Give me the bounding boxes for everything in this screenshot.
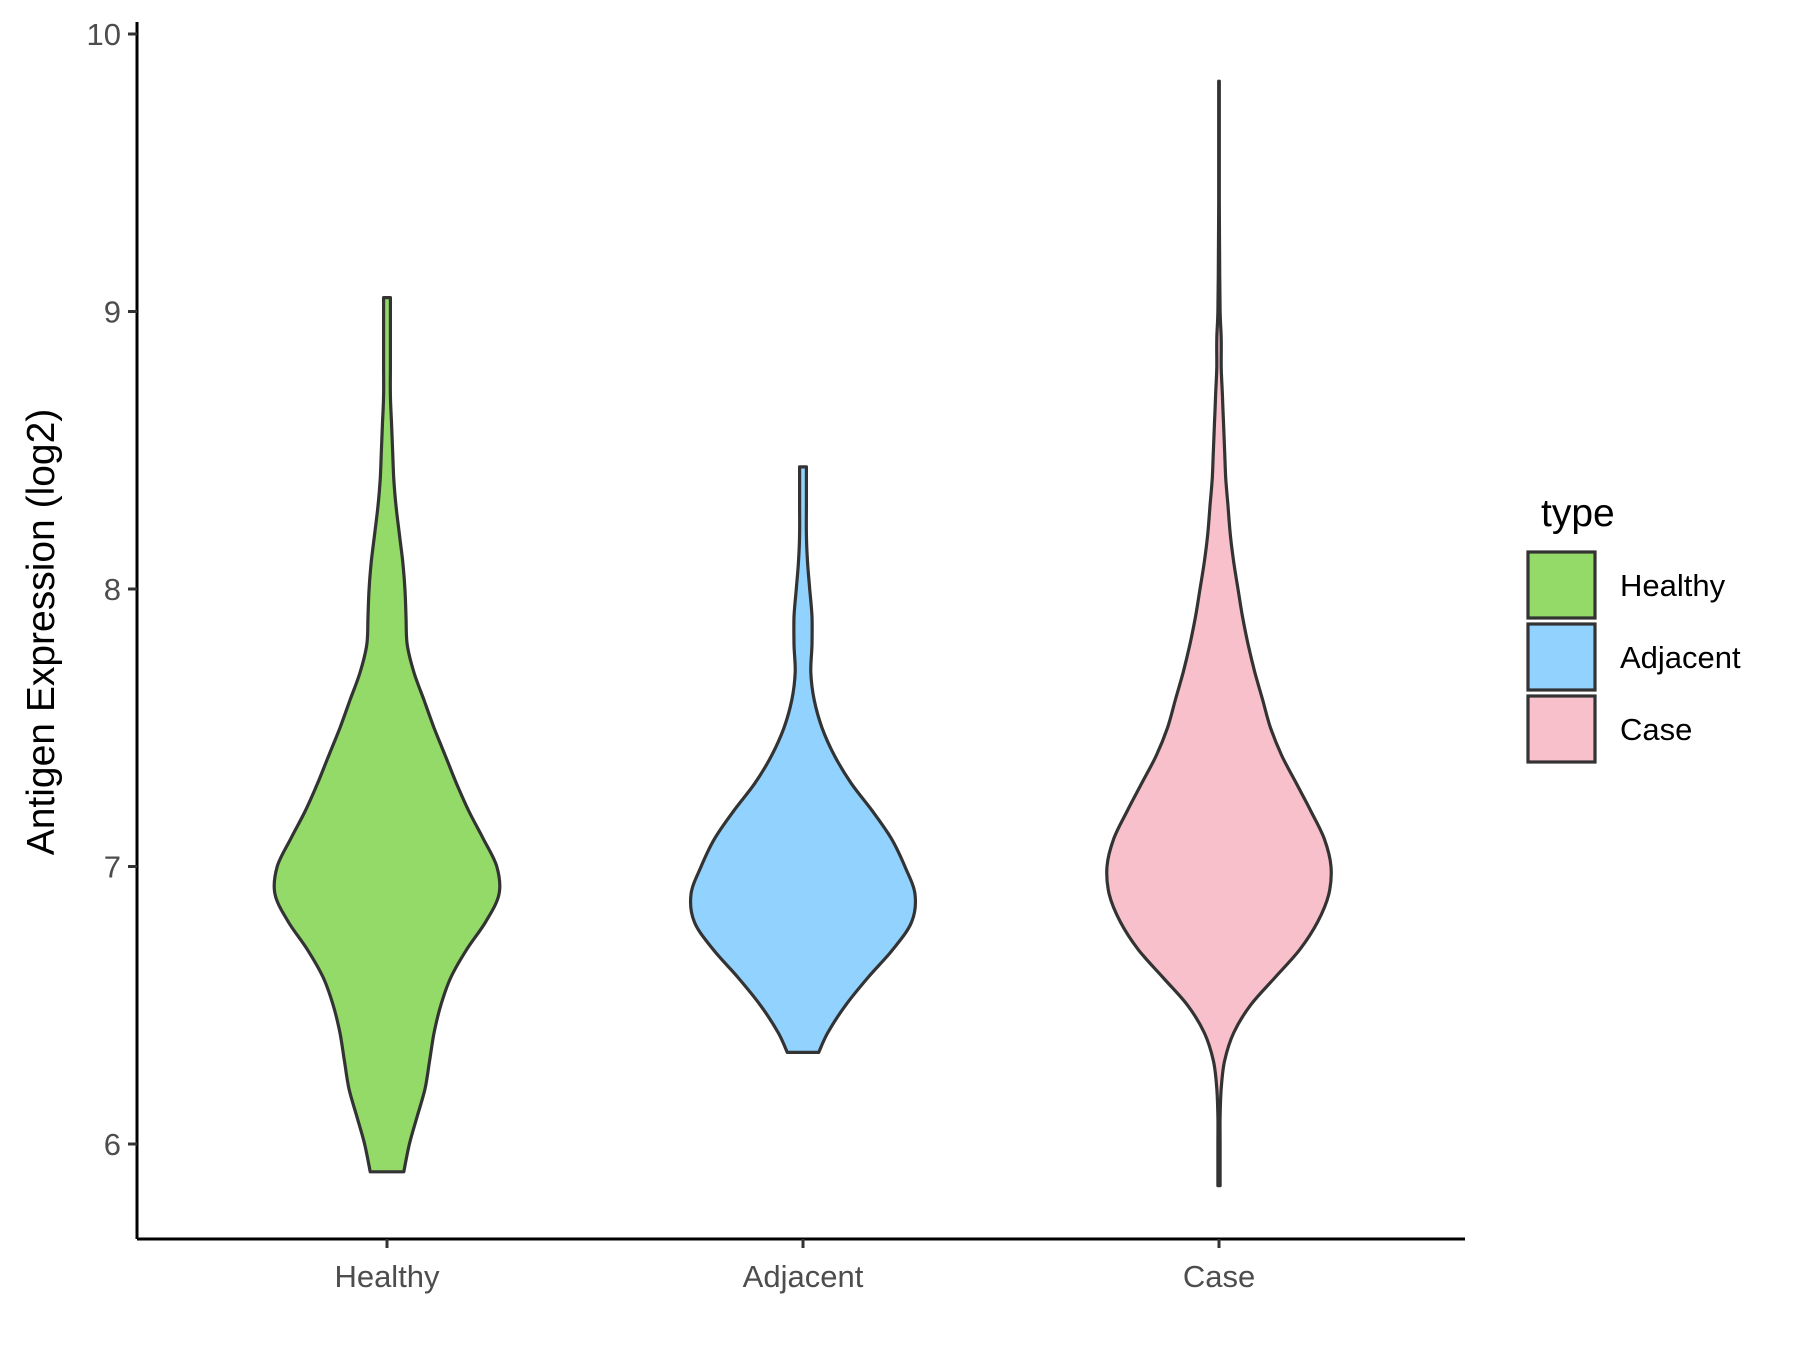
x-tick-label: Healthy	[334, 1259, 440, 1294]
axes	[135, 22, 1465, 1241]
legend-label-adjacent: Adjacent	[1620, 640, 1741, 675]
x-ticks: Healthy Adjacent Case	[334, 1239, 1255, 1294]
y-tick-label: 8	[104, 572, 121, 607]
y-axis-title: Antigen Expression (log2)	[20, 409, 63, 856]
legend-title: type	[1541, 492, 1615, 535]
legend-label-case: Case	[1620, 712, 1692, 747]
x-tick-label: Case	[1183, 1259, 1255, 1294]
legend-label-healthy: Healthy	[1620, 568, 1726, 603]
legend-key-case	[1526, 694, 1597, 764]
y-tick-label: 10	[87, 17, 121, 52]
legend-entries: Healthy Adjacent Case	[1526, 550, 1741, 764]
y-tick-label: 6	[104, 1127, 121, 1162]
y-tick-label: 9	[104, 295, 121, 330]
legend-key-adjacent	[1526, 622, 1597, 692]
x-tick-label: Adjacent	[743, 1259, 864, 1294]
violin-healthy	[272, 296, 502, 1174]
legend: type Healthy Adjacent Case	[1526, 492, 1741, 764]
violin-case	[1105, 79, 1333, 1188]
violin-layer	[272, 79, 1333, 1188]
violin-adjacent	[688, 465, 918, 1054]
y-ticks: 6 7 8 9 10	[87, 17, 137, 1162]
legend-key-healthy	[1526, 550, 1597, 620]
y-tick-label: 7	[104, 850, 121, 885]
